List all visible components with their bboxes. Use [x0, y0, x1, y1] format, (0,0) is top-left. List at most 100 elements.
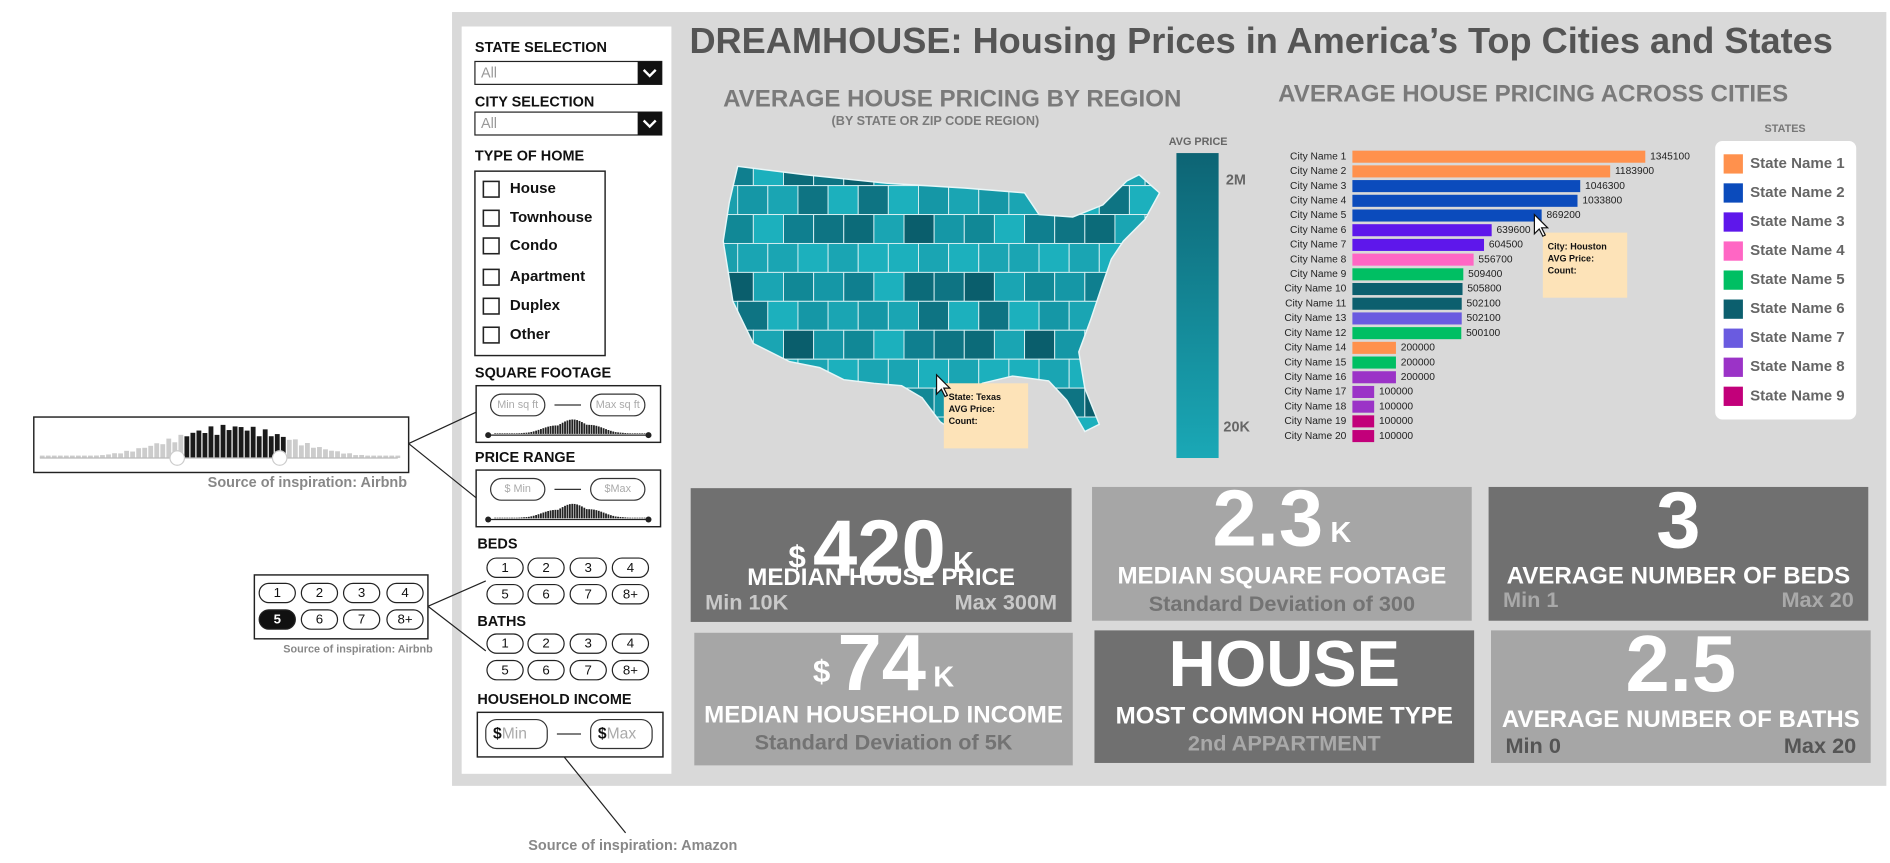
map-region[interactable] — [993, 214, 1026, 244]
dropdown[interactable] — [474, 60, 663, 85]
map-region[interactable] — [767, 185, 799, 216]
map-region[interactable] — [1024, 329, 1056, 360]
bar[interactable] — [1352, 150, 1646, 163]
bed-option[interactable] — [486, 583, 524, 605]
bar[interactable] — [1352, 430, 1375, 443]
map-region[interactable] — [963, 214, 995, 244]
bath-option[interactable] — [611, 659, 650, 681]
dropdown[interactable] — [474, 111, 663, 136]
checkbox[interactable] — [482, 180, 500, 198]
bath-option[interactable] — [611, 633, 650, 654]
map-region[interactable] — [933, 329, 965, 360]
map-region[interactable] — [963, 271, 995, 302]
map-region[interactable] — [948, 185, 980, 216]
map-region[interactable] — [857, 242, 889, 273]
map-region[interactable] — [887, 300, 919, 331]
bar[interactable] — [1352, 385, 1375, 398]
bar[interactable] — [1352, 253, 1474, 266]
bar[interactable] — [1352, 297, 1462, 310]
slider-handle[interactable] — [485, 432, 492, 439]
map-region[interactable] — [887, 185, 919, 216]
range-input[interactable] — [489, 477, 546, 501]
map-region[interactable] — [933, 214, 965, 244]
bar[interactable] — [1352, 283, 1463, 296]
bath-option[interactable] — [486, 633, 524, 654]
map-region[interactable] — [887, 358, 919, 389]
bar[interactable] — [1352, 356, 1396, 369]
checkbox[interactable] — [482, 237, 500, 255]
range-input[interactable] — [590, 718, 653, 750]
map-region[interactable] — [843, 214, 875, 244]
bar[interactable] — [1352, 312, 1462, 325]
map-region[interactable] — [767, 300, 799, 331]
map-region[interactable] — [752, 214, 784, 244]
range-input[interactable] — [590, 393, 646, 417]
map-region[interactable] — [827, 185, 859, 216]
bed-option[interactable] — [569, 583, 607, 605]
map-region[interactable] — [797, 242, 829, 273]
map-region[interactable] — [918, 300, 950, 331]
map-region[interactable] — [903, 271, 935, 302]
slider-handle[interactable] — [645, 516, 652, 523]
bar[interactable] — [1352, 165, 1611, 178]
range-input[interactable] — [489, 393, 546, 417]
map-region[interactable] — [918, 242, 950, 273]
bed-option[interactable] — [527, 583, 565, 605]
map-region[interactable] — [797, 300, 829, 331]
bar[interactable] — [1352, 180, 1581, 193]
map-region[interactable] — [873, 214, 905, 244]
map-region[interactable] — [948, 300, 980, 331]
map-region[interactable] — [873, 271, 905, 302]
map-region[interactable] — [1038, 300, 1070, 331]
bath-option[interactable] — [486, 659, 524, 681]
bar[interactable] — [1352, 224, 1492, 237]
range-input[interactable] — [590, 477, 646, 501]
bed-option[interactable] — [527, 557, 565, 578]
map-region[interactable] — [843, 329, 875, 360]
bath-option[interactable] — [527, 633, 565, 654]
map-region[interactable] — [723, 214, 754, 244]
map-region[interactable] — [1038, 242, 1070, 273]
map-region[interactable] — [767, 242, 799, 273]
bar[interactable] — [1352, 194, 1578, 207]
checkbox[interactable] — [482, 268, 500, 286]
bath-option[interactable] — [569, 633, 607, 654]
map-region[interactable] — [1054, 271, 1086, 302]
map-region[interactable] — [783, 214, 815, 244]
bar[interactable] — [1352, 371, 1396, 384]
map-region[interactable] — [903, 329, 935, 360]
map-region[interactable] — [978, 300, 1010, 331]
map-region[interactable] — [1068, 242, 1100, 273]
map-region[interactable] — [903, 214, 935, 244]
map-region[interactable] — [797, 185, 829, 216]
checkbox[interactable] — [482, 297, 500, 315]
map-region[interactable] — [1084, 214, 1116, 244]
map-region[interactable] — [933, 271, 965, 302]
bar[interactable] — [1352, 238, 1485, 251]
range-input[interactable] — [485, 718, 548, 750]
bath-option[interactable] — [527, 659, 565, 681]
map-region[interactable] — [813, 214, 845, 244]
map-region[interactable] — [813, 329, 845, 360]
map-region[interactable] — [978, 242, 1010, 273]
bed-option[interactable] — [569, 557, 607, 578]
map-region[interactable] — [783, 329, 815, 360]
bar[interactable] — [1352, 415, 1375, 428]
map-region[interactable] — [857, 300, 889, 331]
bar[interactable] — [1352, 341, 1396, 354]
bed-option[interactable] — [611, 583, 650, 605]
map-region[interactable] — [873, 329, 905, 360]
map-region[interactable] — [887, 242, 919, 273]
slider-handle[interactable] — [485, 516, 492, 523]
bar[interactable] — [1352, 327, 1462, 340]
map-region[interactable] — [1008, 300, 1040, 331]
map-region[interactable] — [918, 185, 950, 216]
map-region[interactable] — [1024, 214, 1056, 244]
map-region[interactable] — [857, 185, 889, 216]
map-region[interactable] — [843, 271, 875, 302]
bed-option[interactable] — [611, 557, 650, 578]
map-region[interactable] — [1008, 242, 1040, 273]
map-region[interactable] — [737, 242, 769, 273]
bar[interactable] — [1352, 209, 1542, 222]
map-region[interactable] — [1054, 214, 1086, 244]
